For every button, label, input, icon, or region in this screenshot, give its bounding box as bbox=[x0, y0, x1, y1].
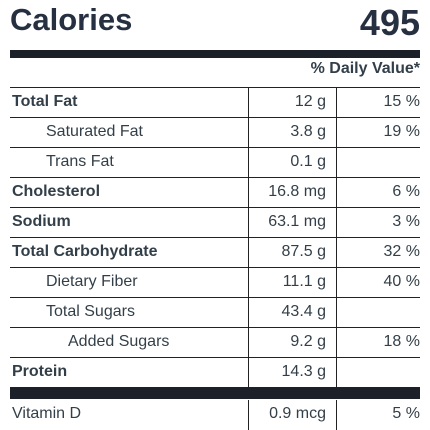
nutrient-row: Vitamin D 0.9 mcg 5 % bbox=[10, 400, 420, 430]
column-divider bbox=[336, 178, 337, 208]
column-divider bbox=[248, 148, 249, 178]
column-divider bbox=[248, 298, 249, 328]
nutrient-amount: 16.8 mg bbox=[268, 183, 326, 200]
thick-divider-bottom bbox=[10, 387, 420, 399]
nutrient-amount: 14.3 g bbox=[281, 363, 326, 380]
nutrient-name: Trans Fat bbox=[46, 153, 114, 170]
nutrient-name: Sodium bbox=[12, 213, 71, 230]
column-divider bbox=[336, 148, 337, 178]
column-divider bbox=[248, 118, 249, 148]
column-divider bbox=[336, 118, 337, 148]
nutrient-name: Total Sugars bbox=[46, 303, 135, 320]
nutrient-name: Total Carbohydrate bbox=[12, 243, 158, 260]
nutrient-row: Trans Fat 0.1 g bbox=[10, 147, 420, 178]
column-divider bbox=[248, 268, 249, 298]
calories-row: Calories 495 bbox=[10, 0, 420, 44]
nutrient-daily-value: 19 % bbox=[383, 123, 420, 140]
nutrient-name: Dietary Fiber bbox=[46, 273, 138, 290]
nutrient-row: Sodium 63.1 mg 3 % bbox=[10, 207, 420, 238]
nutrient-daily-value: 32 % bbox=[383, 243, 420, 260]
column-divider bbox=[248, 328, 249, 358]
nutrient-amount: 9.2 g bbox=[290, 333, 326, 350]
nutrient-daily-value: 3 % bbox=[392, 213, 420, 230]
nutrient-row: Protein 14.3 g bbox=[10, 357, 420, 388]
nutrient-amount: 43.4 g bbox=[281, 303, 326, 320]
nutrient-row: Total Sugars 43.4 g bbox=[10, 297, 420, 328]
calories-value: 495 bbox=[359, 2, 420, 43]
column-divider bbox=[248, 358, 249, 388]
nutrient-daily-value: 18 % bbox=[383, 333, 420, 350]
column-divider bbox=[336, 358, 337, 388]
nutrient-daily-value: 15 % bbox=[383, 93, 420, 110]
column-divider bbox=[336, 328, 337, 358]
nutrient-row: Saturated Fat 3.8 g 19 % bbox=[10, 117, 420, 148]
nutrient-name: Cholesterol bbox=[12, 183, 101, 200]
column-divider bbox=[336, 88, 337, 118]
nutrient-daily-value: 40 % bbox=[383, 273, 420, 290]
column-divider bbox=[336, 298, 337, 328]
nutrient-row: Total Fat 12 g 15 % bbox=[10, 87, 420, 118]
column-divider bbox=[248, 88, 249, 118]
nutrient-row: Dietary Fiber 11.1 g 40 % bbox=[10, 267, 420, 298]
column-divider bbox=[336, 400, 337, 430]
column-divider bbox=[248, 178, 249, 208]
column-divider bbox=[336, 268, 337, 298]
nutrient-daily-value: 6 % bbox=[392, 183, 420, 200]
nutrient-daily-value: 5 % bbox=[392, 405, 420, 422]
nutrient-name: Added Sugars bbox=[68, 333, 170, 350]
column-divider bbox=[336, 238, 337, 268]
nutrient-name: Protein bbox=[12, 363, 68, 380]
nutrient-row: Total Carbohydrate 87.5 g 32 % bbox=[10, 237, 420, 268]
nutrient-amount: 63.1 mg bbox=[268, 213, 326, 230]
column-divider bbox=[248, 238, 249, 268]
column-divider bbox=[248, 400, 249, 430]
thick-divider-top bbox=[10, 50, 420, 58]
nutrient-amount: 0.9 mcg bbox=[269, 405, 326, 422]
nutrient-amount: 11.1 g bbox=[282, 273, 326, 290]
column-divider bbox=[248, 208, 249, 238]
nutrient-row: Cholesterol 16.8 mg 6 % bbox=[10, 177, 420, 208]
nutrient-amount: 3.8 g bbox=[290, 123, 326, 140]
nutrient-name: Vitamin D bbox=[12, 405, 82, 422]
nutrient-amount: 12 g bbox=[294, 93, 326, 110]
daily-value-heading: % Daily Value* bbox=[310, 60, 420, 77]
nutrient-amount: 87.5 g bbox=[281, 243, 326, 260]
nutrient-name: Saturated Fat bbox=[46, 123, 143, 140]
nutrient-amount: 0.1 g bbox=[290, 153, 326, 170]
column-divider bbox=[336, 208, 337, 238]
calories-label: Calories bbox=[10, 2, 133, 37]
nutrient-row: Added Sugars 9.2 g 18 % bbox=[10, 327, 420, 358]
nutrient-name: Total Fat bbox=[12, 93, 78, 110]
